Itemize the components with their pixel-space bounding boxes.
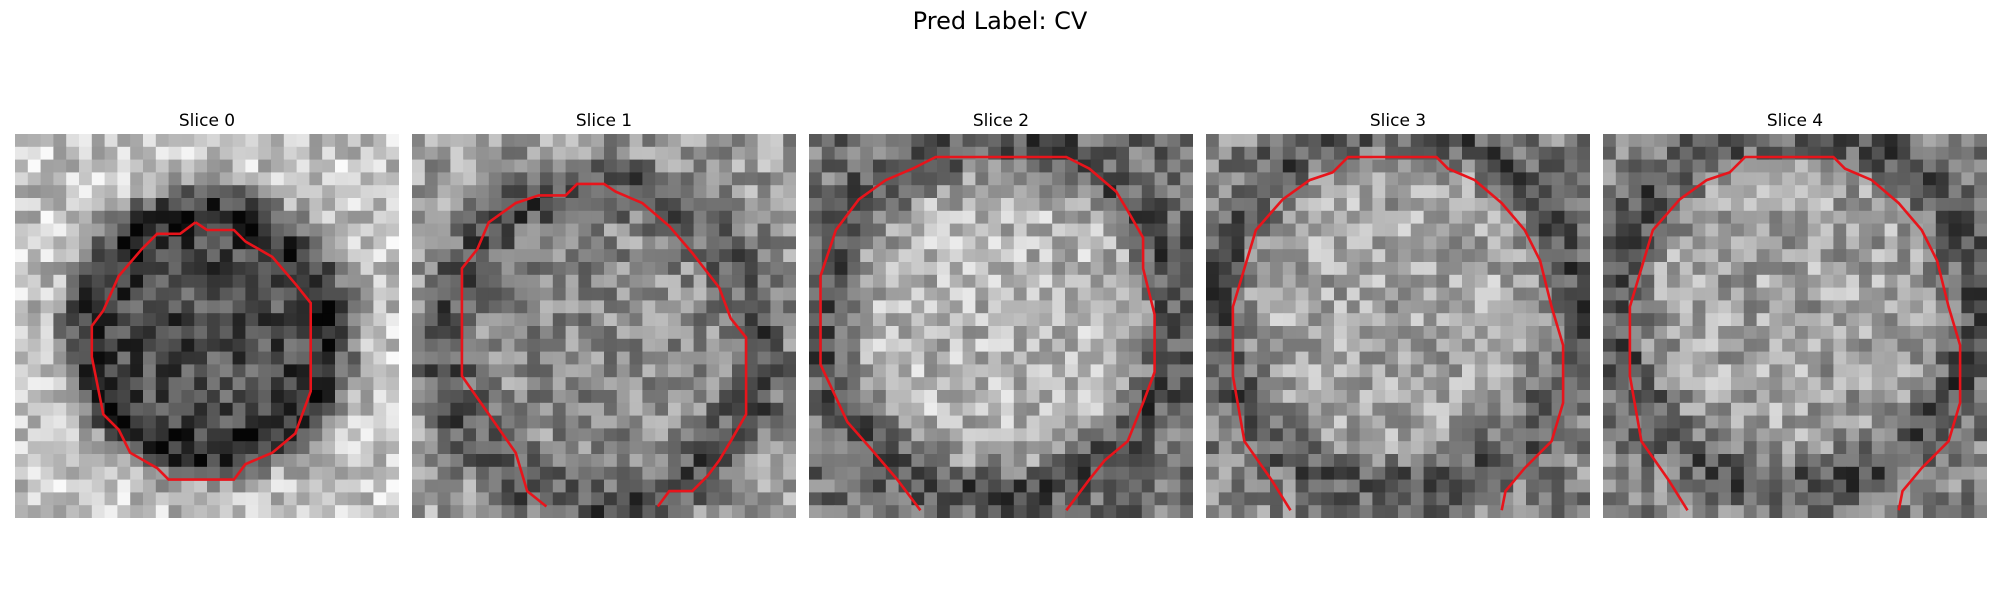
segmentation-contour (460, 182, 748, 508)
pixel-grid (412, 134, 796, 518)
slice-title: Slice 3 (1369, 111, 1427, 131)
pixel-grid (1603, 134, 1987, 518)
pixel-grid (15, 134, 399, 518)
slice-panel: Slice 0 (15, 108, 399, 518)
slice-title: Slice 1 (575, 111, 633, 131)
slice-panel: Slice 2 (809, 108, 1193, 518)
slice-panel: Slice 4 (1603, 108, 1987, 518)
segmentation-contour (90, 221, 313, 481)
segmentation-contour (819, 155, 1156, 512)
slice-title: Slice 2 (972, 111, 1030, 131)
slice-image (412, 134, 796, 518)
pixel-grid (809, 134, 1193, 518)
segmentation-contour (1231, 155, 1565, 511)
slice-panel: Slice 1 (412, 108, 796, 518)
slice-image (1206, 134, 1590, 518)
figure-title: Pred Label: CV (912, 7, 1088, 35)
slice-title: Slice 0 (178, 111, 236, 131)
slice-image (809, 134, 1193, 518)
segmentation-contour (1628, 155, 1962, 511)
slice-image (1603, 134, 1987, 518)
slice-title: Slice 4 (1766, 111, 1824, 131)
slice-image (15, 134, 399, 518)
slice-panel: Slice 3 (1206, 108, 1590, 518)
